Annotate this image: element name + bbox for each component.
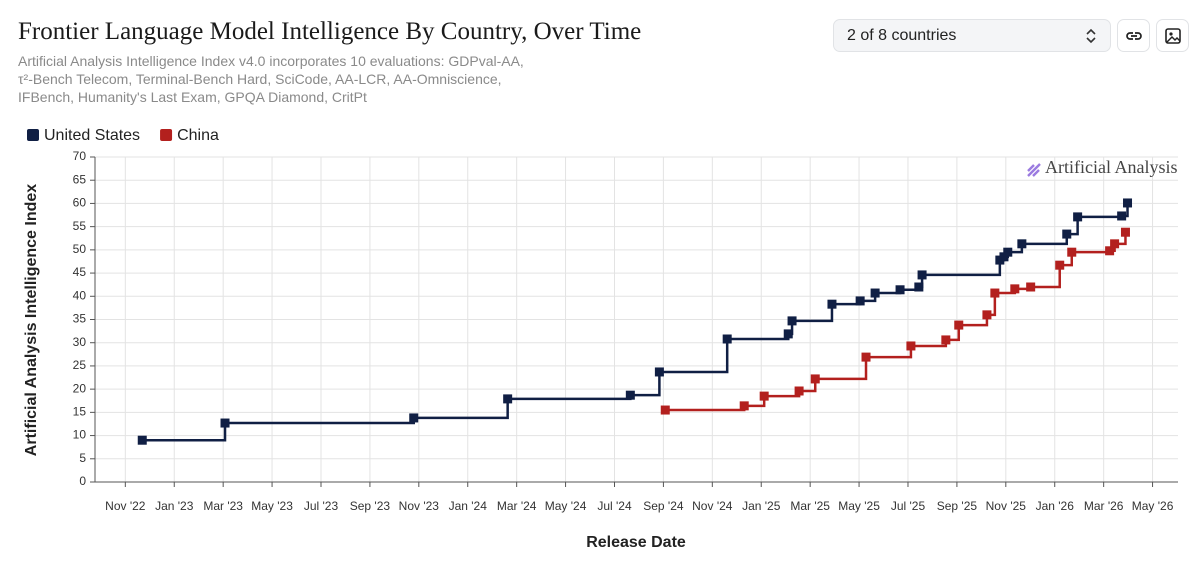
y-tick-label: 5 (79, 451, 86, 465)
point-marker (1003, 247, 1013, 257)
y-axis-title: Artificial Analysis Intelligence Index (23, 184, 40, 456)
country-select[interactable]: 2 of 8 countries (833, 19, 1111, 52)
point-marker (1123, 198, 1133, 208)
point-marker (1105, 246, 1115, 256)
grid (95, 156, 1178, 483)
image-icon (1165, 28, 1181, 44)
point-marker (220, 418, 230, 428)
x-tick-label: Jan '26 (1036, 499, 1075, 513)
point-marker (722, 334, 732, 344)
x-tick-label: Sep '24 (643, 499, 684, 513)
point-marker (827, 299, 837, 309)
point-marker (990, 288, 1000, 298)
y-tick-label: 70 (73, 149, 87, 163)
page-title: Frontier Language Model Intelligence By … (18, 18, 642, 45)
point-marker (1062, 229, 1072, 239)
point-marker (1026, 282, 1036, 292)
x-tick-label: Jul '24 (597, 499, 632, 513)
y-tick-label: 60 (73, 196, 87, 210)
legend-label: China (177, 127, 219, 144)
x-tick-label: Jan '23 (155, 499, 194, 513)
point-marker (1067, 247, 1077, 257)
x-tick-label: May '23 (251, 499, 293, 513)
x-axis-title: Release Date (586, 534, 686, 551)
x-tick-label: Jul '25 (891, 499, 926, 513)
select-label: 2 of 8 countries (847, 27, 957, 44)
y-tick-label: 65 (73, 172, 87, 186)
y-tick-label: 55 (73, 219, 87, 233)
y-tick-label: 0 (79, 474, 86, 488)
point-marker (1110, 239, 1120, 249)
legend-swatch (160, 129, 173, 141)
x-tick-label: Jul '23 (304, 499, 339, 513)
subtitle: Artificial Analysis Intelligence Index v… (18, 53, 524, 105)
x-tick-label: Mar '26 (1084, 499, 1124, 513)
point-marker (739, 401, 749, 411)
y-tick-label: 35 (73, 312, 87, 326)
point-marker (861, 352, 871, 362)
point-marker (941, 335, 951, 345)
point-marker (783, 329, 793, 339)
y-tick-label: 50 (73, 242, 87, 256)
x-tick-label: Nov '24 (692, 499, 733, 513)
x-tick-label: Sep '23 (350, 499, 391, 513)
point-marker (759, 391, 769, 401)
chevron-icon (1086, 28, 1096, 44)
x-tick-label: Jan '24 (449, 499, 488, 513)
point-marker (503, 394, 513, 404)
link-icon (1126, 32, 1142, 40)
legend-label: United States (44, 127, 140, 144)
point-marker (906, 341, 916, 351)
y-tick-label: 30 (73, 335, 87, 349)
point-marker (1117, 211, 1127, 221)
point-marker (1055, 260, 1065, 270)
point-marker (999, 252, 1009, 262)
point-marker (914, 282, 924, 292)
y-tick-label: 15 (73, 405, 87, 419)
point-marker (917, 270, 927, 280)
point-marker (855, 296, 865, 306)
y-tick-label: 10 (73, 428, 87, 442)
x-tick-label: Nov '25 (986, 499, 1027, 513)
point-marker (870, 288, 880, 298)
point-marker (895, 285, 905, 295)
x-tick-label: Jan '25 (742, 499, 781, 513)
y-tick-label: 25 (73, 358, 87, 372)
x-tick-label: Mar '23 (203, 499, 243, 513)
x-tick-label: Nov '23 (399, 499, 440, 513)
step-line (665, 232, 1127, 412)
point-marker (1017, 239, 1027, 249)
x-tick-label: May '26 (1132, 499, 1174, 513)
point-marker (1120, 227, 1130, 237)
point-marker (654, 367, 664, 377)
legend-swatch (27, 129, 39, 141)
x-tick-label: Nov '22 (105, 499, 146, 513)
y-tick-label: 20 (73, 381, 87, 395)
step-line (142, 202, 1129, 442)
x-tick-label: May '24 (545, 499, 587, 513)
point-marker (409, 413, 419, 423)
x-tick-label: Sep '25 (937, 499, 978, 513)
y-tick-label: 45 (73, 265, 87, 279)
watermark: Artificial Analysis (1027, 157, 1177, 177)
watermark-text: Artificial Analysis (1045, 157, 1177, 177)
point-marker (954, 320, 964, 330)
x-tick-label: Mar '24 (497, 499, 537, 513)
point-marker (787, 316, 797, 326)
x-tick-label: Mar '25 (790, 499, 830, 513)
point-marker (625, 390, 635, 400)
point-marker (794, 386, 804, 396)
image-button[interactable] (1156, 19, 1189, 52)
point-marker (982, 310, 992, 320)
point-marker (810, 374, 820, 384)
link-button[interactable] (1117, 19, 1150, 52)
point-marker (660, 405, 670, 415)
point-marker (1073, 212, 1083, 222)
x-tick-label: May '25 (838, 499, 880, 513)
y-tick-label: 40 (73, 288, 87, 302)
point-marker (1010, 284, 1020, 294)
point-marker (137, 435, 147, 445)
